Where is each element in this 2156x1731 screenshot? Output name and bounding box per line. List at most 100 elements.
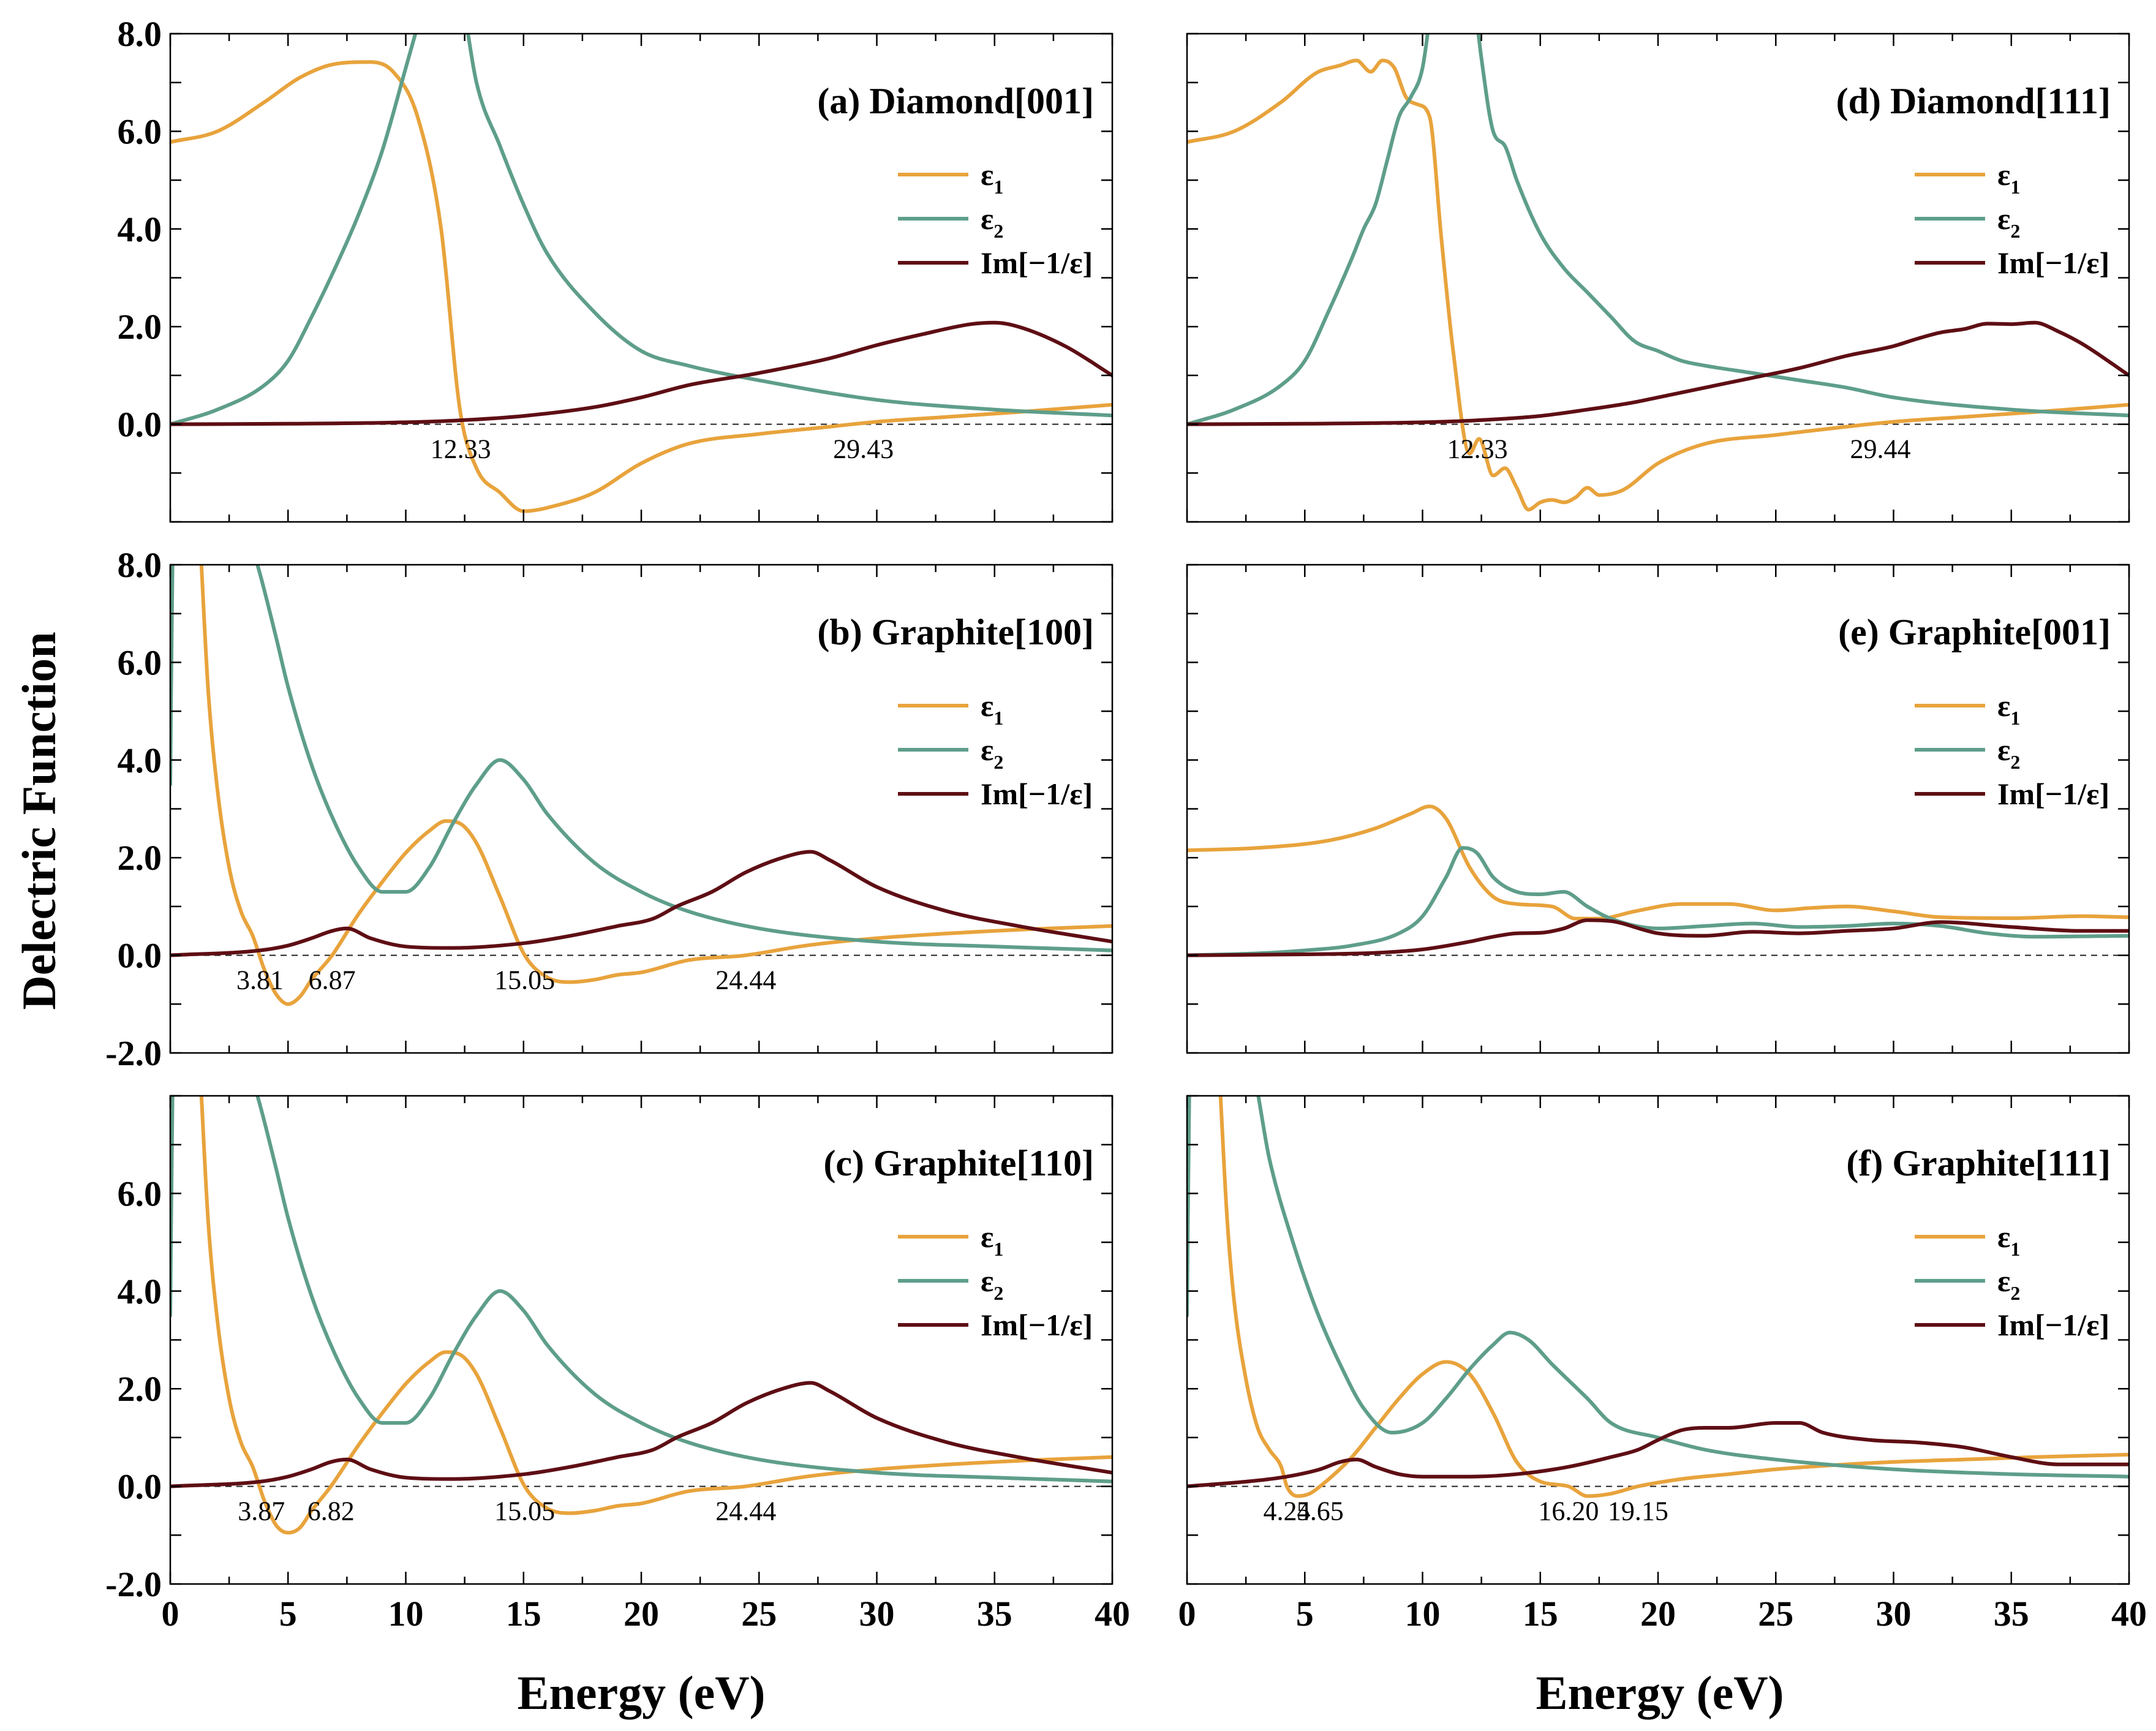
legend-label-eps1: ε1 — [1997, 1220, 2020, 1260]
annotation-label: 16.20 — [1538, 1496, 1599, 1526]
legend-subscript: 1 — [2010, 1238, 2020, 1260]
legend-label-eps2: ε2 — [1997, 733, 2020, 773]
annotation-label: 12.33 — [1447, 434, 1508, 464]
series-eps1 — [1187, 58, 2129, 512]
legend-subscript: 1 — [993, 176, 1003, 198]
legend-label-eps1: ε1 — [1997, 688, 2020, 729]
series-eps2 — [1187, 34, 2129, 426]
y-tick-label: 6.0 — [118, 1174, 162, 1213]
x-tick-label: 10 — [388, 1594, 424, 1634]
panel-5: 6.0 4.0 2.0 0.0 -2.00 5 10 15 20 25 30 35 40 (c) Grap… — [105, 1095, 1130, 1634]
legend-subscript: 1 — [993, 707, 1003, 729]
x-tick-label: 35 — [977, 1594, 1012, 1634]
legend-label-eps2: ε2 — [981, 1264, 1003, 1304]
x-tick-label: 5 — [1296, 1594, 1314, 1634]
legend-label-loss: Im[−1/ε] — [1997, 1308, 2109, 1342]
x-tick-label: 20 — [624, 1594, 659, 1634]
panel-title: (f) Graphite[111] — [1846, 1143, 2111, 1183]
legend-label-eps2: ε2 — [1997, 1264, 2020, 1304]
x-tick-label: 15 — [506, 1594, 541, 1634]
series-eps2 — [1187, 1096, 2129, 1479]
panel-title: (c) Graphite[110] — [823, 1143, 1094, 1183]
y-tick-label: 6.0 — [118, 643, 162, 682]
legend-label-loss: Im[−1/ε] — [981, 246, 1093, 280]
y-tick-label: 4.0 — [118, 1272, 162, 1311]
legend-label-loss: Im[−1/ε] — [1997, 777, 2109, 811]
series-eps2 — [170, 1096, 1112, 1484]
annotation-label: 19.15 — [1608, 1496, 1668, 1526]
legend-label-eps1: ε1 — [981, 1220, 1003, 1260]
x-tick-label: 0 — [1178, 1594, 1196, 1634]
x-tick-label: 15 — [1523, 1594, 1558, 1634]
y-tick-label: 2.0 — [118, 307, 162, 347]
series-loss — [1187, 1421, 2129, 1488]
series-eps1 — [170, 60, 1112, 513]
legend-label-eps1: ε1 — [981, 688, 1003, 729]
series-loss — [170, 320, 1112, 426]
x-tick-label: 25 — [1758, 1594, 1793, 1634]
panel-title: (d) Diamond[111] — [1836, 81, 2111, 121]
panels-container: 8.06.04.02.00.0(a) Diamond[001]ε1ε2Im[−1… — [105, 14, 2147, 1634]
y-tick-label: 0.0 — [118, 405, 162, 445]
x-tick-label: 35 — [1994, 1594, 2029, 1634]
legend-label-loss: Im[−1/ε] — [1997, 246, 2109, 280]
annotation-label: 29.43 — [833, 434, 894, 464]
series-eps2 — [170, 565, 1112, 952]
y-tick-label: 0.0 — [118, 936, 162, 976]
annotation-label: 15.05 — [494, 965, 555, 995]
series-loss — [1187, 918, 2129, 957]
series-loss — [170, 1381, 1112, 1488]
y-tick-label: 4.0 — [118, 209, 162, 249]
panel-3: 8.0 6.0 4.0 2.0 0.0 -2.0 (b) Graphite[100] ε1ε2… — [105, 545, 1114, 1073]
series-loss — [1187, 320, 2129, 426]
y-tick-label: 4.0 — [118, 741, 162, 780]
annotation-label: 6.82 — [307, 1496, 355, 1526]
annotation-label: 5.65 — [1297, 1496, 1344, 1526]
x-tick-label: 20 — [1640, 1594, 1676, 1634]
annotation-label: 15.05 — [494, 1496, 555, 1526]
y-tick-label: 2.0 — [118, 838, 162, 878]
annotation-label: 4.24 — [1264, 1496, 1311, 1526]
y-tick-label: 0.0 — [118, 1467, 162, 1507]
series-loss — [170, 850, 1112, 957]
series-eps1 — [199, 565, 1112, 1006]
y-tick-label: 6.0 — [118, 111, 162, 151]
legend-label-loss: Im[−1/ε] — [981, 1308, 1093, 1342]
legend-subscript: 2 — [2010, 1282, 2020, 1304]
x-tick-label: 25 — [741, 1594, 777, 1634]
y-tick-label: 8.0 — [118, 545, 162, 585]
annotation-label: 3.87 — [238, 1496, 285, 1526]
annotation-label: 6.87 — [309, 965, 356, 995]
panel-title: (a) Diamond[001] — [817, 81, 1094, 121]
x-axis-title-right: Energy (eV) — [1536, 1666, 1784, 1719]
legend-label-eps2: ε2 — [981, 733, 1003, 773]
series-eps1 — [1218, 1096, 2129, 1498]
legend-subscript: 1 — [2010, 707, 2020, 729]
x-tick-label: 10 — [1405, 1594, 1441, 1634]
y-axis-title: Delectric Function — [12, 632, 66, 1009]
legend-label-eps2: ε2 — [981, 202, 1003, 242]
x-tick-label: 40 — [2111, 1594, 2147, 1634]
x-tick-label: 0 — [162, 1594, 179, 1634]
y-tick-label: -2.0 — [105, 1033, 162, 1073]
series-eps2 — [1187, 846, 2129, 957]
legend-subscript: 2 — [2010, 751, 2020, 773]
legend-subscript: 2 — [993, 751, 1003, 773]
annotation-label: 12.33 — [431, 434, 491, 464]
y-tick-label: 2.0 — [118, 1369, 162, 1409]
annotation-label: 24.44 — [715, 1496, 776, 1526]
panel-title: (e) Graphite[001] — [1838, 612, 2111, 652]
legend-subscript: 2 — [2010, 220, 2020, 242]
legend-subscript: 2 — [993, 220, 1003, 242]
series-eps1 — [1187, 804, 2129, 921]
